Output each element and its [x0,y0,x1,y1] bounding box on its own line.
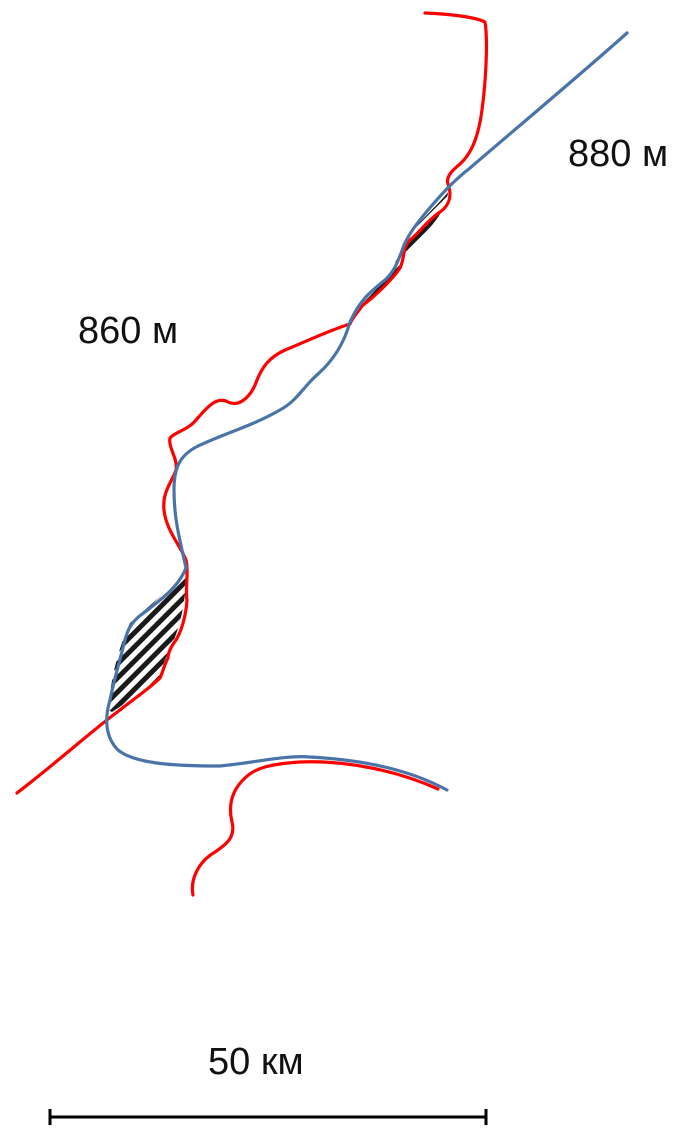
scale-bar: 50 км [48,1041,488,1125]
label-880: 880 м [568,133,668,175]
scale-label: 50 км [208,1041,304,1083]
contour-line-red [15,11,489,795]
contour-line-red-lower [190,760,440,897]
hatched-area-lower [108,568,187,712]
label-860: 860 м [78,310,178,352]
contour-line-blue [105,31,629,792]
